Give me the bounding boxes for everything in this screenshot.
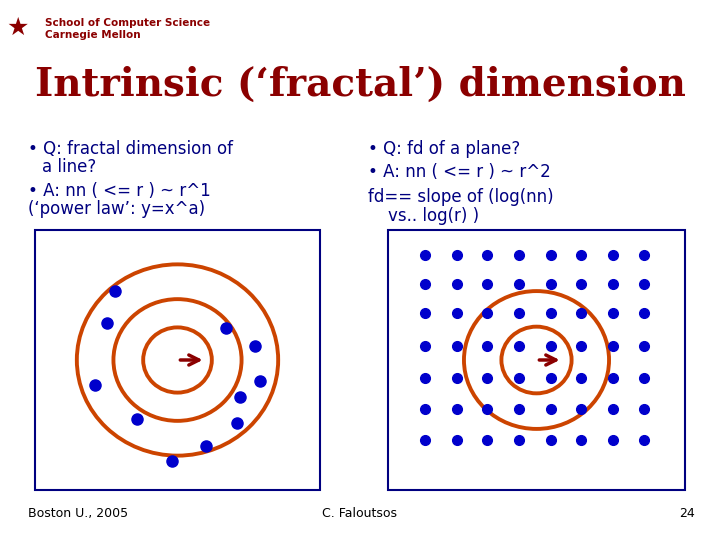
Text: ★: ★ bbox=[6, 16, 30, 40]
Text: Boston U., 2005: Boston U., 2005 bbox=[28, 507, 128, 520]
Text: 24: 24 bbox=[679, 507, 695, 520]
Text: vs.. log(r) ): vs.. log(r) ) bbox=[388, 207, 479, 225]
Text: a line?: a line? bbox=[42, 158, 96, 176]
Text: • Q: fd of a plane?: • Q: fd of a plane? bbox=[368, 140, 521, 158]
Text: • A: nn ( <= r ) ~ r^2: • A: nn ( <= r ) ~ r^2 bbox=[368, 163, 551, 181]
Text: • Q: fractal dimension of: • Q: fractal dimension of bbox=[28, 140, 233, 158]
Bar bbox=[388, 230, 685, 490]
Bar bbox=[35, 230, 320, 490]
Text: Intrinsic (‘fractal’) dimension: Intrinsic (‘fractal’) dimension bbox=[35, 66, 685, 104]
Text: fd== slope of (log(nn): fd== slope of (log(nn) bbox=[368, 188, 554, 206]
Text: (‘power law’: y=x^a): (‘power law’: y=x^a) bbox=[28, 200, 205, 218]
Text: C. Faloutsos: C. Faloutsos bbox=[323, 507, 397, 520]
Text: • A: nn ( <= r ) ~ r^1: • A: nn ( <= r ) ~ r^1 bbox=[28, 182, 211, 200]
Text: Carnegie Mellon: Carnegie Mellon bbox=[45, 30, 140, 40]
Text: School of Computer Science: School of Computer Science bbox=[45, 18, 210, 28]
